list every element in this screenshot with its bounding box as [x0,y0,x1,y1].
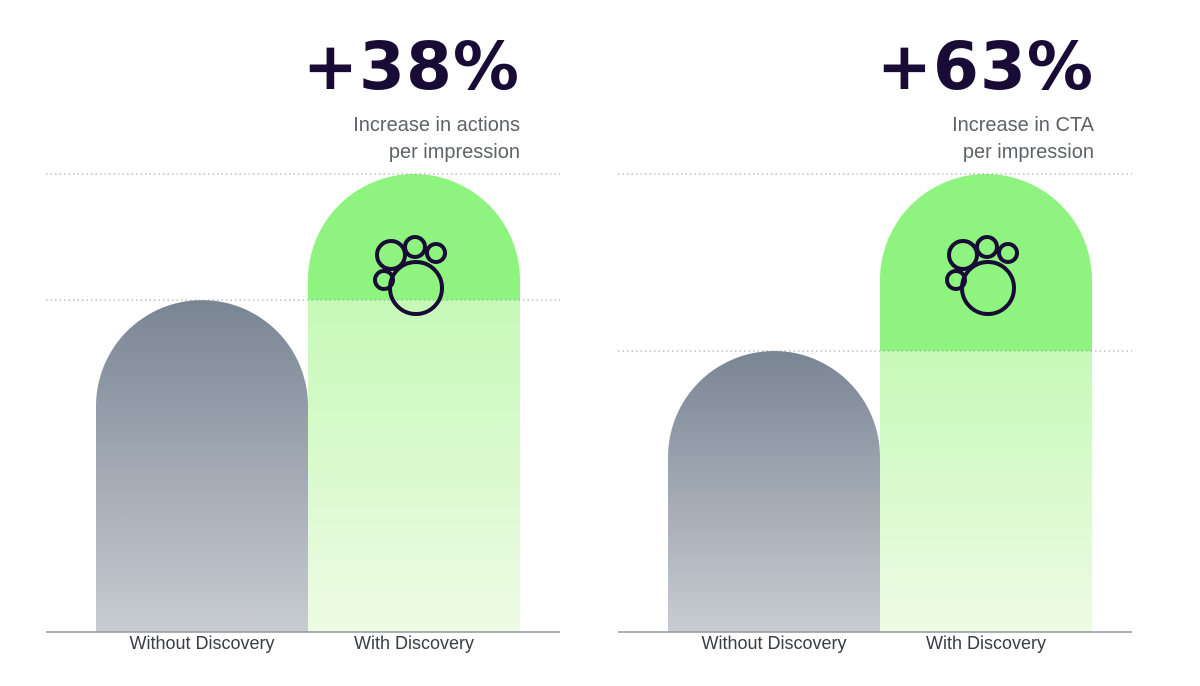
headline-value: +38% [302,28,520,105]
category-label: With Discovery [354,633,474,653]
caption-line: per impression [388,141,520,163]
bar-chart: Without Discovery With Discovery [46,173,560,653]
bar-with-discovery [308,174,520,632]
bar-with-discovery [880,174,1092,632]
stat-block: +38% Increase in actions per impression [300,34,520,166]
category-label: Without Discovery [129,633,274,653]
headline-caption: Increase in actions per impression [300,112,520,166]
headline-value: +63% [876,28,1094,105]
paw-icon [945,235,1019,316]
headline-caption: Increase in CTA per impression [874,112,1094,166]
chart-panel-actions: +38% Increase in actions per impression … [0,0,560,686]
caption-line: Increase in actions [353,114,520,136]
stat-block: +63% Increase in CTA per impression [874,34,1094,166]
caption-line: Increase in CTA [952,114,1094,136]
bar-without-discovery [668,351,880,632]
category-label: With Discovery [926,633,1046,653]
chart-panel-cta: +63% Increase in CTA per impression With… [572,0,1132,686]
bar-chart: Without Discovery With Discovery [618,173,1132,653]
paw-icon [373,235,447,316]
bar-without-discovery [96,300,308,632]
category-label: Without Discovery [701,633,846,653]
caption-line: per impression [962,141,1094,163]
